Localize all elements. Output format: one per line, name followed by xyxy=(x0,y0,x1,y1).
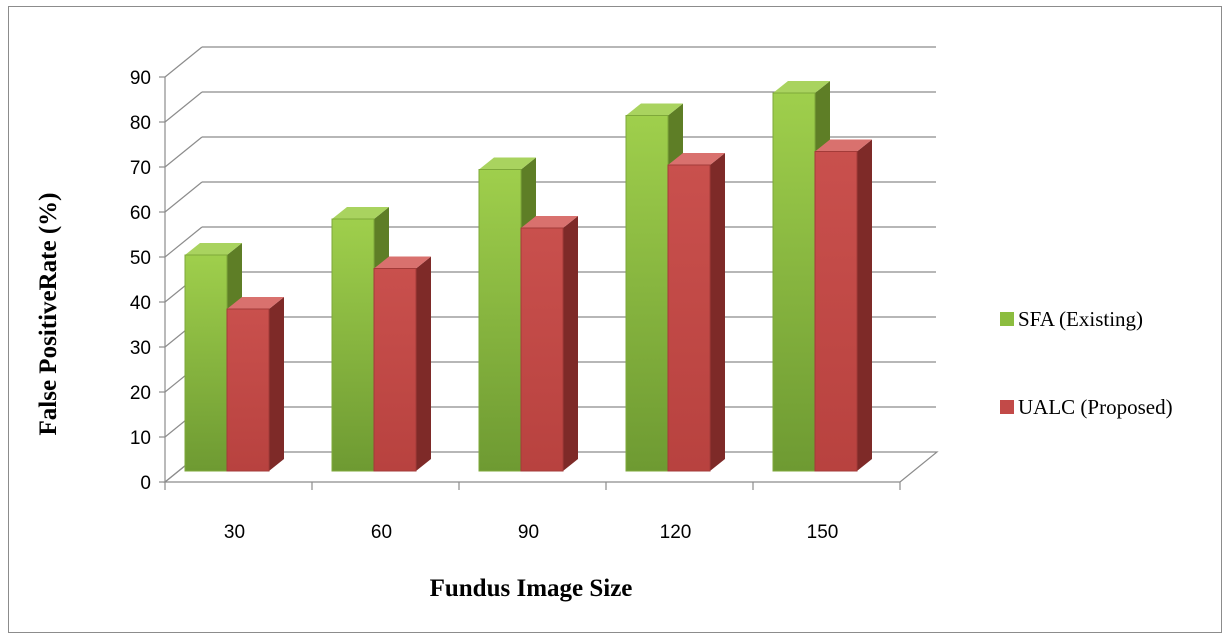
legend: SFA (Existing) UALC (Proposed) xyxy=(1000,307,1173,419)
x-axis: 30 60 90 120 150 xyxy=(164,482,901,543)
x-tick-label: 30 xyxy=(224,522,245,543)
y-tick-label: 50 xyxy=(130,248,151,269)
gridline-side xyxy=(164,181,203,213)
bar-front xyxy=(520,227,564,472)
bar-front xyxy=(625,115,669,472)
bar-front xyxy=(478,169,522,472)
bar-side xyxy=(857,139,872,471)
bar-top xyxy=(227,297,284,309)
y-tick-label: 60 xyxy=(130,203,151,224)
legend-swatch xyxy=(1000,312,1014,326)
bar-front xyxy=(667,164,711,472)
y-tick-label: 80 xyxy=(130,113,151,134)
y-axis-title: False PositiveRate (%) xyxy=(35,193,62,436)
y-tick-label: 30 xyxy=(130,338,151,359)
bar-side xyxy=(710,153,725,471)
bar-top xyxy=(479,157,536,170)
bar xyxy=(667,153,725,472)
x-tick-label: 150 xyxy=(807,522,839,543)
y-tick-label: 0 xyxy=(140,473,151,494)
y-tick-label: 10 xyxy=(130,428,151,449)
gridline-side xyxy=(164,136,203,168)
bar-top xyxy=(668,153,725,165)
bar xyxy=(520,216,578,472)
gridline-side xyxy=(164,226,203,258)
bar xyxy=(814,139,872,472)
bar xyxy=(373,256,431,472)
bars xyxy=(184,81,872,472)
bar-front xyxy=(331,218,375,472)
x-tick-label: 90 xyxy=(518,522,539,543)
bar-top xyxy=(626,103,683,116)
y-tick-label: 40 xyxy=(130,293,151,314)
bar-top xyxy=(773,81,830,93)
bar-side xyxy=(269,297,284,471)
gridline-side xyxy=(164,91,203,123)
bar-top xyxy=(815,139,872,152)
legend-label: UALC (Proposed) xyxy=(1018,395,1173,419)
bar-top xyxy=(332,207,389,219)
bar-front xyxy=(772,92,816,472)
gridline-side xyxy=(164,46,203,78)
bar-side xyxy=(563,216,578,471)
bar-front xyxy=(226,308,270,472)
y-tick-label: 20 xyxy=(130,383,151,404)
bar xyxy=(226,297,284,472)
bar-top xyxy=(185,243,242,255)
y-axis: 0 10 20 30 40 50 60 70 80 90 xyxy=(130,68,166,494)
y-tick-label: 70 xyxy=(130,158,151,179)
bar-front xyxy=(814,151,858,472)
x-tick-label: 120 xyxy=(660,522,692,543)
bar-top xyxy=(374,256,431,269)
bar-front xyxy=(184,254,228,472)
x-axis-title: Fundus Image Size xyxy=(430,575,633,602)
bar-top xyxy=(521,216,578,228)
y-tick-label: 90 xyxy=(130,68,151,89)
x-tick-label: 60 xyxy=(371,522,392,543)
bar-side xyxy=(416,256,431,471)
bar-front xyxy=(373,268,417,472)
legend-swatch xyxy=(1000,400,1014,414)
legend-label: SFA (Existing) xyxy=(1018,307,1143,331)
